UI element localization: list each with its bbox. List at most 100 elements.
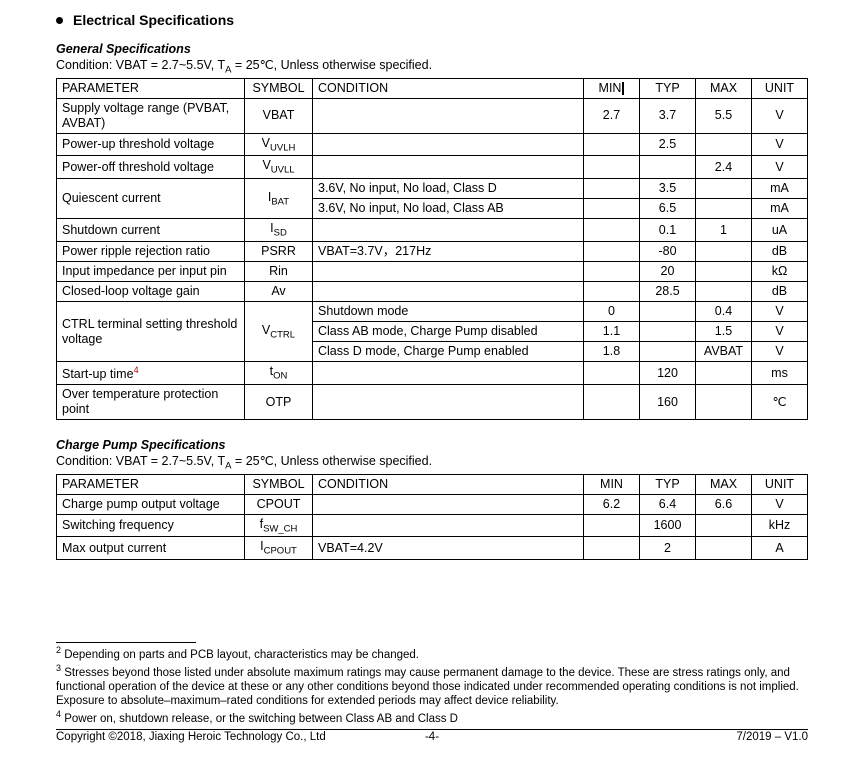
cell-typ: 3.7 <box>640 98 696 133</box>
cell-unit: V <box>752 322 808 342</box>
header-condition: CONDITION <box>313 78 584 98</box>
cell-unit: V <box>752 494 808 514</box>
cell-symbol: CPOUT <box>245 494 313 514</box>
cell-unit: kHz <box>752 514 808 537</box>
footnote-3: 3 Stresses beyond those listed under abs… <box>56 663 808 709</box>
cell-min <box>584 262 640 282</box>
header-typ: TYP <box>640 474 696 494</box>
table-row: Shutdown current ISD 0.1 1 uA <box>57 219 808 242</box>
cell-symbol: VUVLH <box>245 133 313 156</box>
cell-cond: Class D mode, Charge Pump enabled <box>313 342 584 362</box>
cell-typ: 6.5 <box>640 199 696 219</box>
cell-typ: 160 <box>640 385 696 420</box>
table-row: Charge pump output voltage CPOUT 6.2 6.4… <box>57 494 808 514</box>
table-row: Closed-loop voltage gain Av 28.5 dB <box>57 282 808 302</box>
cell-min: 2.7 <box>584 98 640 133</box>
cell-max <box>696 385 752 420</box>
subheading-charge-pump: Charge Pump Specifications <box>56 438 808 452</box>
cell-min <box>584 362 640 385</box>
cell-typ: 0.1 <box>640 219 696 242</box>
cell-cond: 3.6V, No input, No load, Class D <box>313 179 584 199</box>
cell-max <box>696 514 752 537</box>
cell-typ: 20 <box>640 262 696 282</box>
cell-cond <box>313 133 584 156</box>
text-cursor-icon <box>622 82 624 95</box>
bullet-icon <box>56 17 63 24</box>
cell-min <box>584 133 640 156</box>
cell-symbol: VBAT <box>245 98 313 133</box>
cell-symbol: fSW_CH <box>245 514 313 537</box>
cell-cond <box>313 494 584 514</box>
cell-param: Power-up threshold voltage <box>57 133 245 156</box>
cell-symbol: VUVLL <box>245 156 313 179</box>
cell-param: Power-off threshold voltage <box>57 156 245 179</box>
cell-param: Closed-loop voltage gain <box>57 282 245 302</box>
cell-min: 1.1 <box>584 322 640 342</box>
cell-symbol: Av <box>245 282 313 302</box>
footnotes: 2 Depending on parts and PCB layout, cha… <box>56 645 808 725</box>
cell-typ: 120 <box>640 362 696 385</box>
condition-charge-pump: Condition: VBAT = 2.7~5.5V, TA = 25℃, Un… <box>56 453 808 472</box>
cell-cond <box>313 98 584 133</box>
cell-typ <box>640 342 696 362</box>
cell-typ: 6.4 <box>640 494 696 514</box>
cell-unit: V <box>752 302 808 322</box>
header-max: MAX <box>696 78 752 98</box>
cell-unit: V <box>752 133 808 156</box>
cell-symbol: ISD <box>245 219 313 242</box>
table-general-specs: PARAMETER SYMBOL CONDITION MIN TYP MAX U… <box>56 78 808 421</box>
cell-param: Quiescent current <box>57 179 245 219</box>
cell-symbol: ICPOUT <box>245 537 313 560</box>
cell-cond <box>313 362 584 385</box>
cell-max: 6.6 <box>696 494 752 514</box>
cell-param: Input impedance per input pin <box>57 262 245 282</box>
table-row: Power-up threshold voltage VUVLH 2.5 V <box>57 133 808 156</box>
cell-param: Max output current <box>57 537 245 560</box>
footer-page-number: -4- <box>425 731 439 743</box>
cell-cond: 3.6V, No input, No load, Class AB <box>313 199 584 219</box>
cell-max <box>696 242 752 262</box>
footnote-2: 2 Depending on parts and PCB layout, cha… <box>56 645 808 662</box>
cell-unit: dB <box>752 242 808 262</box>
cell-min <box>584 179 640 199</box>
cell-max: 0.4 <box>696 302 752 322</box>
cell-min <box>584 385 640 420</box>
table-row: Power ripple rejection ratio PSRR VBAT=3… <box>57 242 808 262</box>
header-parameter: PARAMETER <box>57 474 245 494</box>
cell-max <box>696 282 752 302</box>
cell-max <box>696 179 752 199</box>
header-typ: TYP <box>640 78 696 98</box>
cell-min <box>584 199 640 219</box>
cell-min <box>584 156 640 179</box>
page-footer: Copyright ©2018, Jiaxing Heroic Technolo… <box>56 731 808 743</box>
cell-cond: Shutdown mode <box>313 302 584 322</box>
cell-min <box>584 282 640 302</box>
footer-version: 7/2019 – V1.0 <box>736 731 808 743</box>
table-row: Start-up time4 tON 120 ms <box>57 362 808 385</box>
table-header-row: PARAMETER SYMBOL CONDITION MIN TYP MAX U… <box>57 78 808 98</box>
cell-typ <box>640 156 696 179</box>
footnotes-rule <box>56 642 196 643</box>
table-row: Input impedance per input pin Rin 20 kΩ <box>57 262 808 282</box>
cell-symbol: PSRR <box>245 242 313 262</box>
cell-max: 5.5 <box>696 98 752 133</box>
cell-unit: ℃ <box>752 385 808 420</box>
section-heading: Electrical Specifications <box>56 12 808 28</box>
table-row: Over temperature protection point OTP 16… <box>57 385 808 420</box>
cell-min <box>584 219 640 242</box>
table-header-row: PARAMETER SYMBOL CONDITION MIN TYP MAX U… <box>57 474 808 494</box>
cell-symbol: VCTRL <box>245 302 313 362</box>
cell-max <box>696 537 752 560</box>
cell-param: Switching frequency <box>57 514 245 537</box>
cell-symbol: tON <box>245 362 313 385</box>
header-max: MAX <box>696 474 752 494</box>
cell-min <box>584 242 640 262</box>
cell-cond <box>313 385 584 420</box>
cell-min: 6.2 <box>584 494 640 514</box>
header-condition: CONDITION <box>313 474 584 494</box>
cell-unit: ms <box>752 362 808 385</box>
cell-symbol: Rin <box>245 262 313 282</box>
cell-unit: dB <box>752 282 808 302</box>
cell-cond <box>313 219 584 242</box>
cell-max: 2.4 <box>696 156 752 179</box>
